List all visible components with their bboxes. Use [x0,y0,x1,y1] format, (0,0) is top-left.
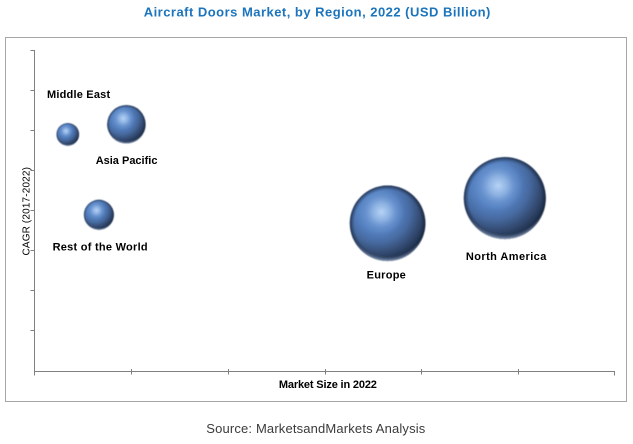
svg-text:CAGR (2017-2022): CAGR (2017-2022) [22,167,33,256]
svg-text:Middle East: Middle East [47,89,110,101]
svg-text:North America: North America [466,251,547,263]
svg-text:Asia Pacific: Asia Pacific [96,155,158,167]
svg-text:Europe: Europe [367,270,406,282]
svg-text:Rest of the World: Rest of the World [53,242,148,254]
svg-text:Market Size in 2022: Market Size in 2022 [279,379,377,391]
svg-text:Source: MarketsandMarkets Anal: Source: MarketsandMarkets Analysis [206,421,425,436]
svg-text:Aircraft Doors Market, by Regi: Aircraft Doors Market, by Region, 2022 (… [144,5,491,20]
